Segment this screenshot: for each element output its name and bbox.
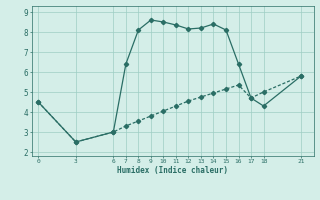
X-axis label: Humidex (Indice chaleur): Humidex (Indice chaleur) <box>117 166 228 175</box>
